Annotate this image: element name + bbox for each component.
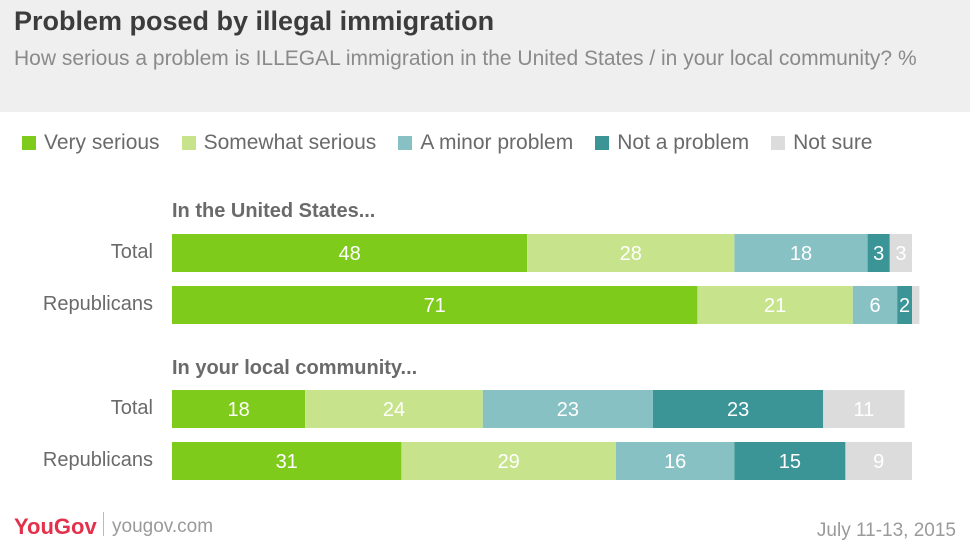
- row-label-us-republicans: Republicans: [42, 293, 153, 315]
- chart-title: Problem posed by illegal immigration: [14, 6, 495, 36]
- bar-local-total-very-serious: [172, 390, 306, 428]
- legend: Very serious Somewhat serious A minor pr…: [22, 130, 895, 156]
- bar-us-republicans-not-a-problem: [897, 286, 912, 324]
- legend-label: A minor problem: [420, 131, 574, 154]
- legend-swatch-very-serious: [22, 136, 36, 150]
- legend-item-not-a-problem: Not a problem: [595, 131, 749, 155]
- legend-swatch-somewhat-serious: [181, 136, 196, 150]
- footer-date: July 11-13, 2015: [816, 520, 956, 541]
- legend-swatch-not-a-problem: [595, 136, 610, 150]
- legend-label: Not sure: [793, 131, 873, 154]
- bar-local-total-not-sure: [823, 390, 905, 428]
- bar-us-republicans-very-serious: [172, 286, 698, 324]
- bar-local-total-somewhat-serious: [305, 390, 483, 428]
- bar-local-total-minor-problem: [482, 390, 653, 428]
- value-label-us-republicans-not-a-problem: 2: [899, 295, 910, 317]
- value-label-local-republicans-not-sure: 9: [873, 451, 884, 473]
- value-label-us-total-minor-problem: 18: [790, 243, 812, 265]
- row-label-us-total: Total: [110, 241, 153, 263]
- legend-label: Very serious: [44, 131, 160, 154]
- legend-label: Somewhat serious: [203, 131, 377, 154]
- footer-site-link[interactable]: yougov.com: [112, 516, 214, 537]
- section-title-local-community: In your local community...: [172, 357, 418, 379]
- bar-us-total-somewhat-serious: [527, 234, 735, 272]
- value-label-local-republicans-not-a-problem: 15: [779, 451, 801, 473]
- value-label-us-total-not-sure: 3: [895, 243, 906, 265]
- row-label-local-total: Total: [110, 397, 153, 419]
- bar-us-republicans-somewhat-serious: [697, 286, 853, 324]
- bar-local-republicans-very-serious: [172, 442, 402, 480]
- chart-subtitle: How serious a problem is ILLEGAL immigra…: [14, 47, 917, 70]
- legend-swatch-minor-problem: [398, 136, 413, 150]
- value-label-local-republicans-minor-problem: 16: [664, 451, 686, 473]
- legend-item-somewhat-serious: Somewhat serious: [181, 131, 377, 155]
- bar-local-total-not-a-problem: [653, 390, 824, 428]
- value-label-local-total-somewhat-serious: 24: [383, 399, 405, 421]
- legend-item-minor-problem: A minor problem: [398, 131, 573, 155]
- value-label-local-total-not-a-problem: 23: [727, 399, 749, 421]
- bar-local-republicans-somewhat-serious: [401, 442, 616, 480]
- bar-us-republicans-not-sure: [912, 286, 920, 324]
- bar-us-total-very-serious: [172, 234, 528, 272]
- footer-divider: [103, 512, 104, 536]
- section-title-united-states: In the United States...: [172, 200, 376, 222]
- value-label-us-republicans-very-serious: 71: [424, 295, 446, 317]
- bar-us-total-not-sure: [889, 234, 912, 272]
- bar-local-republicans-not-a-problem: [734, 442, 846, 480]
- legend-item-not-sure: Not sure: [771, 131, 873, 155]
- bar-us-republicans-minor-problem: [852, 286, 898, 324]
- value-label-us-total-not-a-problem: 3: [873, 243, 884, 265]
- bar-us-total-not-a-problem: [867, 234, 890, 272]
- legend-swatch-not-sure: [771, 136, 786, 150]
- value-label-local-total-minor-problem: 23: [557, 399, 579, 421]
- header-band: Problem posed by illegal immigration How…: [0, 0, 970, 112]
- yougov-logo: YouGov: [14, 514, 97, 539]
- value-label-us-republicans-minor-problem: 6: [869, 295, 880, 317]
- legend-item-very-serious: Very serious: [22, 131, 160, 155]
- value-label-us-total-somewhat-serious: 28: [620, 243, 642, 265]
- bar-us-total-minor-problem: [734, 234, 868, 272]
- bar-local-republicans-not-sure: [845, 442, 912, 480]
- value-label-local-republicans-somewhat-serious: 29: [498, 451, 520, 473]
- value-label-local-total-not-sure: 11: [854, 399, 875, 421]
- legend-label: Not a problem: [617, 131, 750, 154]
- value-label-local-republicans-very-serious: 31: [276, 451, 298, 473]
- row-label-local-republicans: Republicans: [42, 449, 153, 471]
- value-label-local-total-very-serious: 18: [227, 399, 249, 421]
- value-label-us-republicans-somewhat-serious: 21: [764, 295, 786, 317]
- value-label-us-total-very-serious: 48: [338, 243, 360, 265]
- bar-local-republicans-minor-problem: [616, 442, 735, 480]
